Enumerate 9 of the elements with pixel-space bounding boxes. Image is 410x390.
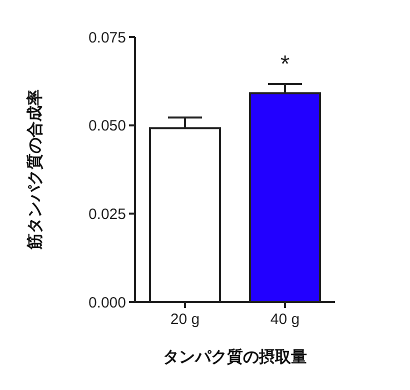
annotation: *	[280, 50, 290, 78]
x-axis-title: タンパク質の摂取量	[163, 348, 307, 366]
y-axis-title: 筋タンパク質の合成率	[25, 90, 44, 250]
x-tick-label: 20 g	[170, 311, 200, 328]
y-tick-label: 0.050	[88, 118, 126, 135]
y-tick-label: 0.000	[88, 294, 126, 312]
x-tick-label: 40 g	[270, 311, 300, 328]
y-tick-label: 0.075	[88, 29, 126, 46]
y-tick-label: 0.025	[88, 206, 126, 223]
